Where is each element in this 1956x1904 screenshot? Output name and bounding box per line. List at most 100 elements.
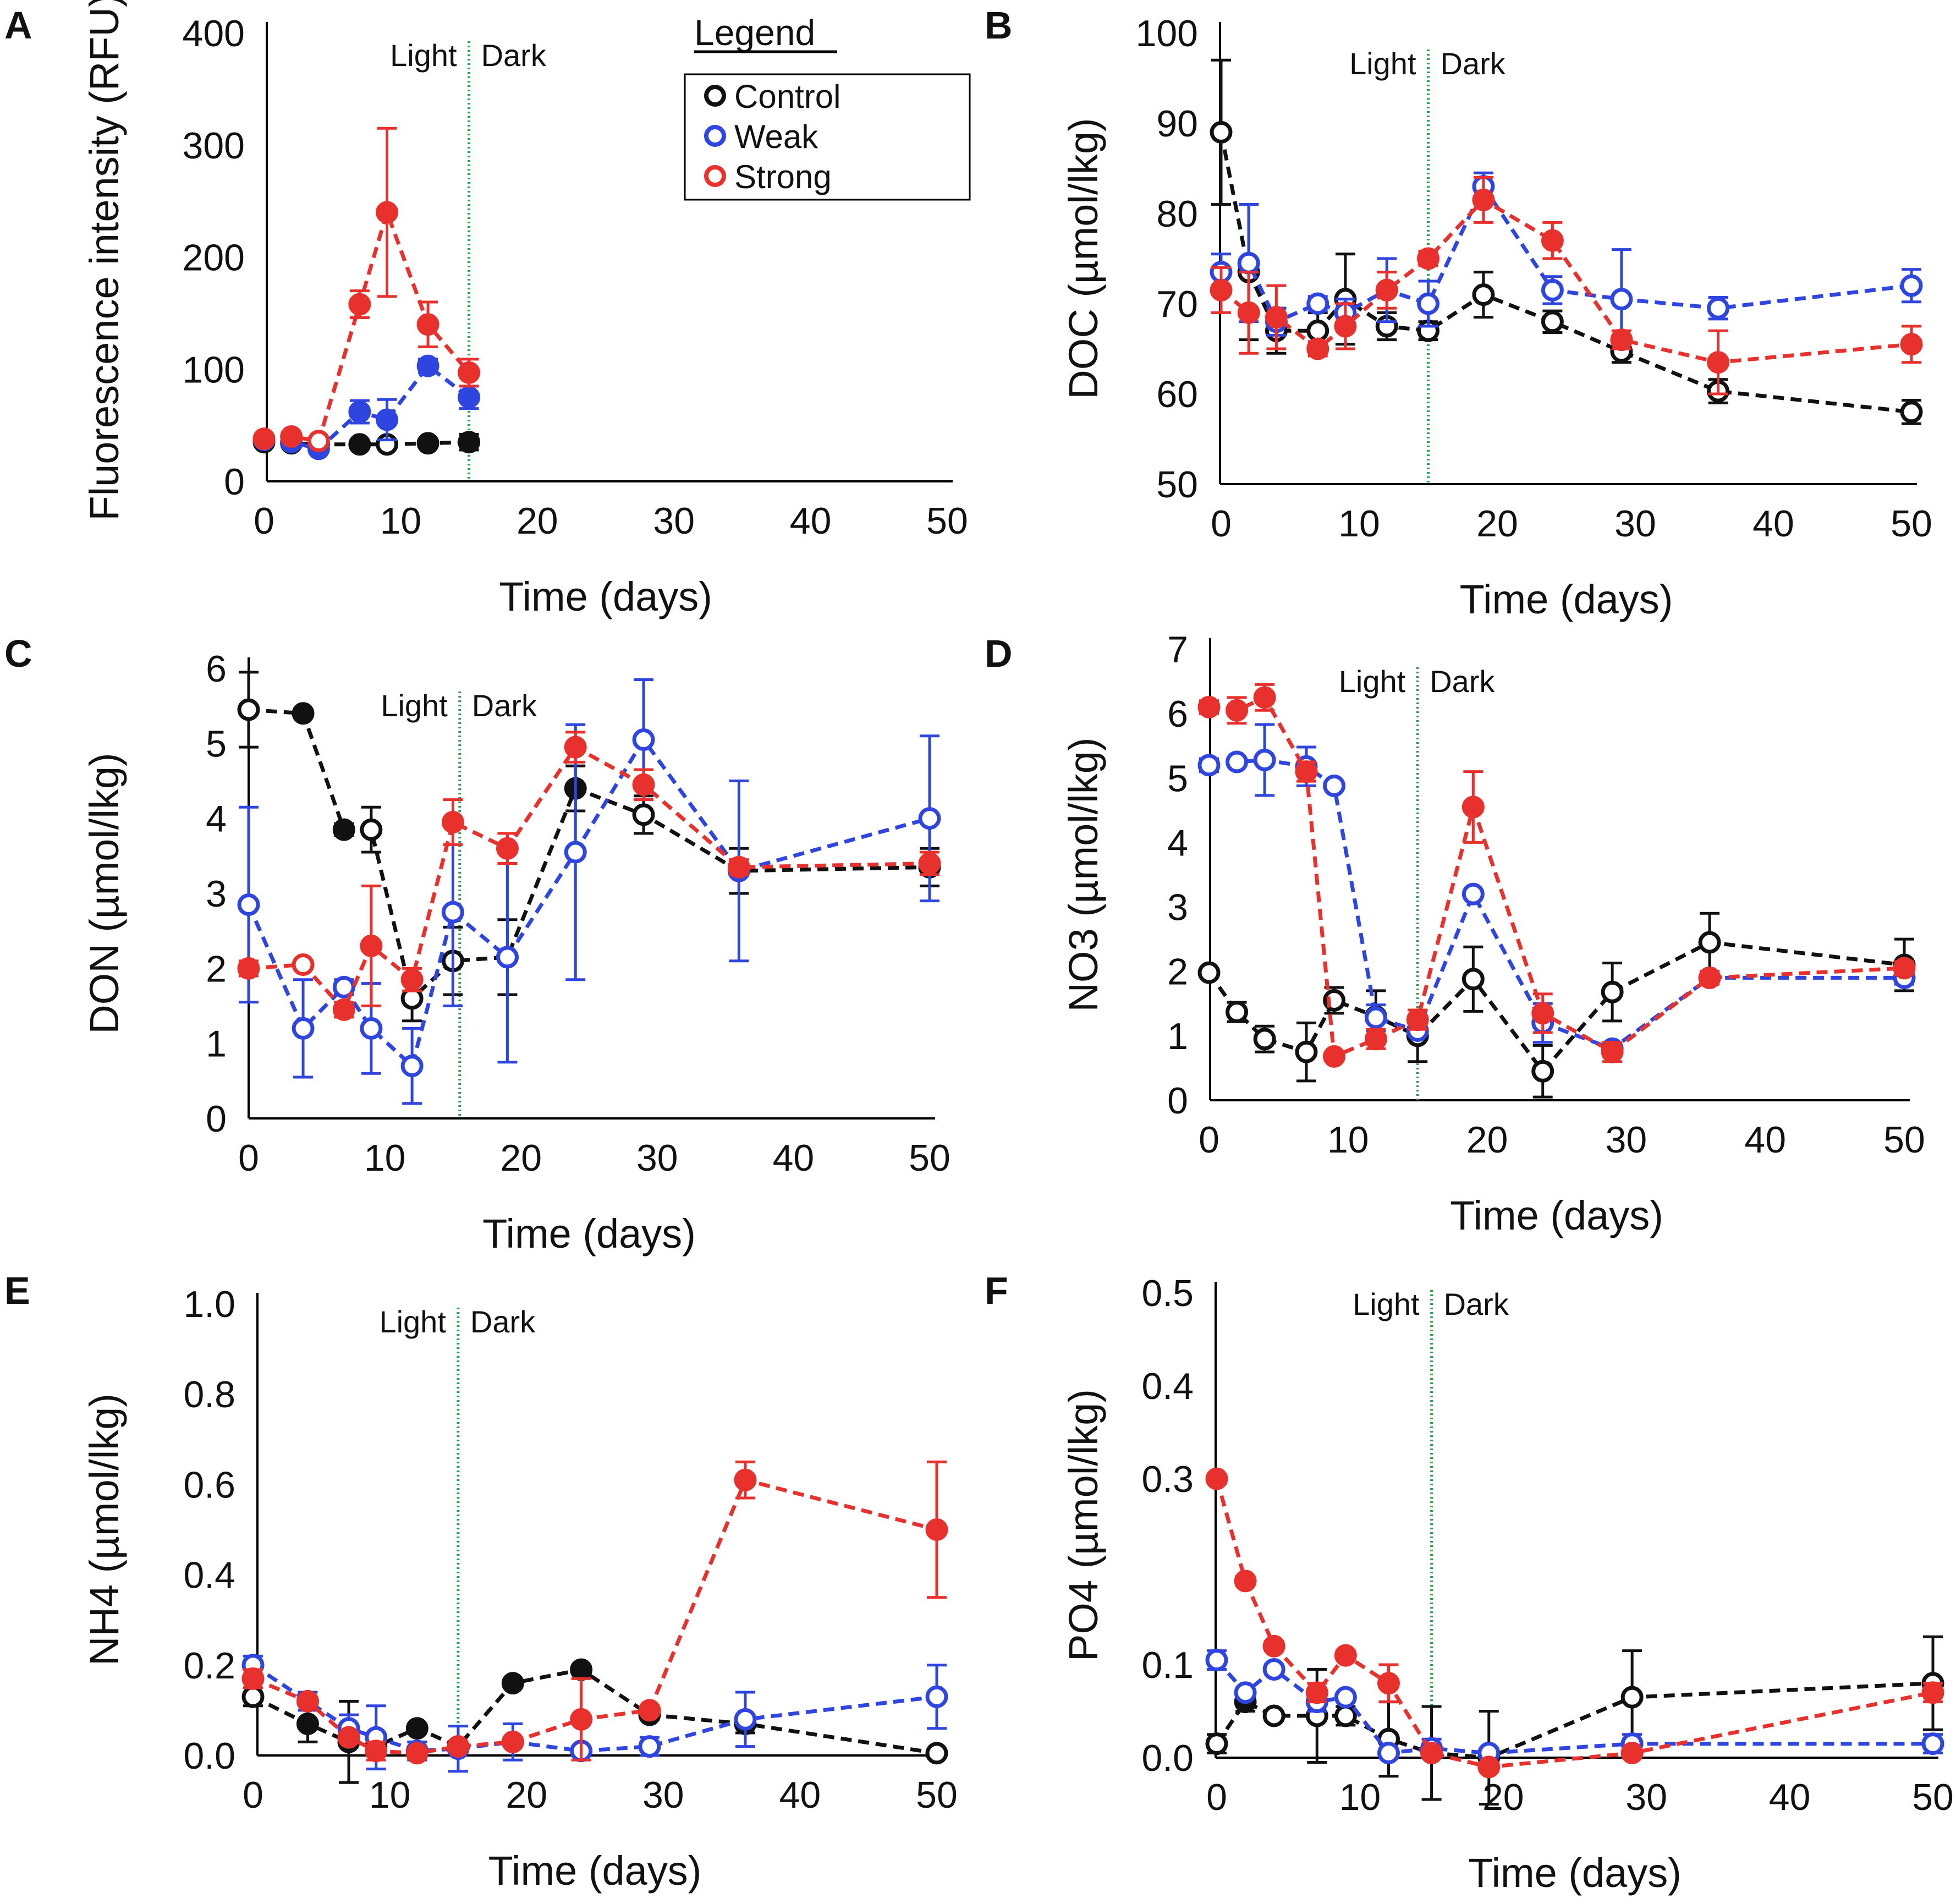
series-control [1197, 912, 1916, 1099]
data-point [1262, 1704, 1285, 1727]
data-point [348, 293, 371, 316]
data-point [405, 1742, 428, 1765]
y-tick-label: 100 [183, 349, 245, 391]
legend-label-strong: Strong [734, 158, 832, 195]
data-point [925, 1518, 948, 1541]
data-point [1420, 1742, 1443, 1765]
data-point [632, 803, 655, 826]
series-line [252, 1478, 937, 1755]
y-axis-title: DOC (µmol/lkg) [1061, 118, 1106, 399]
data-point [441, 810, 464, 833]
x-tick-label: 50 [1912, 1776, 1954, 1818]
y-tick-label: 0 [224, 461, 245, 503]
data-point [632, 728, 655, 751]
x-tick-label: 20 [517, 500, 558, 542]
x-axis-title: Time (days) [499, 574, 712, 619]
panel-letter-e: E [4, 1269, 30, 1312]
data-point [1900, 333, 1923, 356]
light-label: Light [379, 1304, 446, 1339]
y-tick-label: 60 [1156, 374, 1198, 415]
data-point [292, 1017, 315, 1040]
x-tick-label: 20 [500, 1137, 542, 1179]
data-point [496, 946, 519, 969]
y-tick-label: 0.0 [183, 1735, 235, 1777]
panel-letter-b: B [985, 4, 1013, 47]
x-axis-title: Time (days) [1460, 577, 1673, 622]
dark-label: Dark [470, 1304, 536, 1339]
data-point [638, 1735, 661, 1758]
data-point [1197, 754, 1221, 777]
panel-c-don: 0 10 20 30 40 50 0 1 2 3 4 5 6 Time (days) DON (µmol/l… [81, 648, 950, 1256]
data-point [1253, 686, 1276, 709]
data-point [360, 1017, 383, 1040]
legend-marker-control [704, 85, 726, 107]
data-point [1900, 274, 1923, 297]
series-strong [1205, 1467, 1944, 1779]
dark-label: Dark [472, 688, 537, 723]
x-tick-label: 20 [1466, 1119, 1508, 1161]
data-point [296, 1713, 319, 1736]
data-point [734, 1468, 757, 1491]
x-tick-label: 40 [790, 500, 832, 542]
x-tick-label: 0 [1211, 503, 1232, 545]
light-label: Light [1339, 664, 1406, 699]
x-tick-label: 0 [1199, 1119, 1219, 1161]
data-point [332, 998, 355, 1021]
data-point [292, 953, 315, 976]
y-axis-title: DON (µmol/lkg) [81, 753, 127, 1034]
x-tick-label: 10 [380, 500, 422, 542]
y-tick-label: 1 [206, 1023, 227, 1065]
panel-a-fluorescence: 0 10 20 30 40 50 0 100 200 300 400 Time (days) Fluor… [81, 0, 968, 619]
data-point [337, 1726, 360, 1749]
data-point [1698, 966, 1721, 989]
data-point [447, 1735, 470, 1758]
data-point [925, 1742, 948, 1765]
x-tick-label: 40 [1752, 503, 1794, 545]
y-tick-label: 300 [183, 125, 245, 167]
data-point [1406, 1008, 1429, 1031]
data-point [1541, 278, 1564, 301]
data-point [1262, 1634, 1285, 1658]
dark-label: Dark [1441, 46, 1506, 81]
y-tick-label: 400 [183, 13, 245, 54]
x-tick-label: 50 [926, 500, 968, 542]
legend-label-weak: Weak [734, 118, 818, 155]
x-tick-label: 50 [916, 1774, 958, 1816]
x-axis-title: Time (days) [1450, 1193, 1663, 1238]
x-tick-label: 30 [1606, 1119, 1647, 1161]
data-point [1461, 795, 1485, 819]
series-strong [252, 127, 481, 453]
x-tick-label: 0 [243, 1774, 263, 1816]
x-tick-label: 20 [1476, 503, 1518, 545]
data-point [1921, 1732, 1944, 1755]
y-tick-label: 4 [1167, 822, 1188, 864]
y-tick-label: 0 [1167, 1080, 1188, 1122]
dark-label: Dark [1444, 1287, 1509, 1321]
y-tick-label: 6 [206, 648, 227, 690]
legend-marker-weak [704, 125, 726, 147]
y-tick-label: 0.5 [1141, 1272, 1194, 1314]
data-point [237, 893, 260, 916]
series-strong [1197, 683, 1916, 1068]
legend-label-control: Control [734, 78, 840, 115]
data-point [1226, 750, 1249, 773]
data-point [632, 773, 655, 796]
y-tick-label: 200 [183, 237, 245, 279]
data-point [360, 934, 383, 957]
data-point [1375, 278, 1398, 301]
data-point [1698, 931, 1721, 954]
data-point [1234, 1681, 1257, 1704]
x-tick-label: 10 [369, 1774, 411, 1816]
x-tick-label: 30 [1614, 503, 1656, 545]
series-weak [237, 678, 941, 1105]
y-axis-title: NO3 (µmol/lkg) [1061, 737, 1106, 1012]
data-point [1306, 292, 1329, 315]
data-point [564, 736, 587, 759]
series-line [1220, 182, 1912, 325]
y-tick-label: 0 [206, 1098, 227, 1140]
data-point [1334, 315, 1357, 338]
light-label: Light [1349, 46, 1416, 81]
data-point [1237, 251, 1260, 275]
data-point [1531, 1060, 1554, 1083]
